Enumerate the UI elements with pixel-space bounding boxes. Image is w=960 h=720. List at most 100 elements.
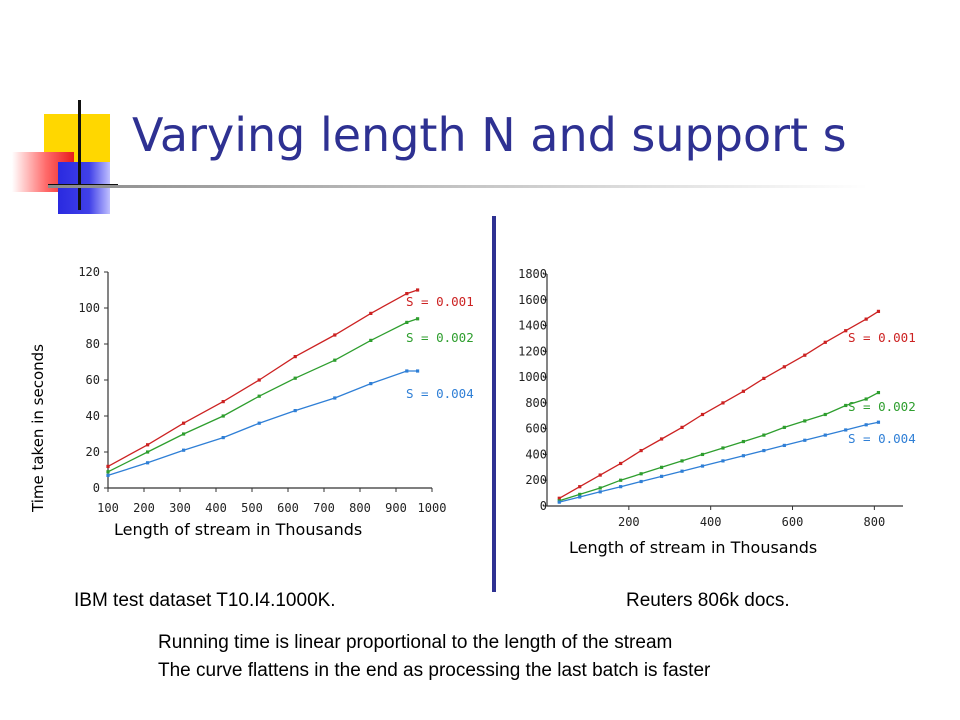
data-point xyxy=(106,473,110,477)
data-point xyxy=(369,311,373,315)
y-tick-label: 0 xyxy=(540,499,547,513)
data-point xyxy=(405,369,409,373)
data-point xyxy=(721,459,725,463)
data-point xyxy=(182,448,186,452)
y-tick-label: 0 xyxy=(93,481,100,495)
data-point xyxy=(741,454,746,458)
note-line-2: The curve flattens in the end as process… xyxy=(158,660,711,681)
data-point xyxy=(182,432,186,436)
vertical-divider xyxy=(492,216,496,592)
data-point xyxy=(257,394,261,398)
data-point xyxy=(619,478,623,482)
data-point xyxy=(369,382,373,386)
series-line xyxy=(559,421,879,503)
data-point xyxy=(741,439,746,444)
x-tick-label: 400 xyxy=(700,515,722,529)
series-line xyxy=(107,370,418,477)
data-point xyxy=(333,358,337,362)
data-point xyxy=(762,448,766,453)
series-label: S = 0.002 xyxy=(406,330,474,345)
data-point xyxy=(803,419,807,423)
series-line xyxy=(107,289,418,467)
data-point xyxy=(803,353,807,357)
chart-reuters: 0 200 400 600 800 1000 1200 1400 1600 1800 200 400 6… xyxy=(518,267,916,529)
data-point xyxy=(405,292,409,296)
data-point xyxy=(659,465,664,469)
series-line xyxy=(559,392,879,502)
left-caption: IBM test dataset T10.I4.1000K. xyxy=(74,590,336,611)
data-point xyxy=(782,365,786,369)
right-caption: Reuters 806k docs. xyxy=(626,590,790,611)
x-tick-label: 200 xyxy=(133,501,155,515)
logo-vertical-line xyxy=(78,100,81,210)
data-point xyxy=(721,401,725,405)
data-point xyxy=(598,490,602,494)
series-line xyxy=(558,310,879,499)
data-point xyxy=(639,472,643,476)
y-tick-label: 1200 xyxy=(518,344,547,358)
y-axis-label-left: Time taken in seconds xyxy=(29,344,47,512)
x-tick-label: 100 xyxy=(97,501,119,515)
series-label: S = 0.004 xyxy=(848,431,916,446)
data-point xyxy=(844,329,848,333)
y-tick-label: 1800 xyxy=(518,267,547,281)
data-point xyxy=(659,474,664,478)
data-point xyxy=(823,412,827,417)
data-point xyxy=(680,459,684,463)
data-point xyxy=(416,317,420,321)
data-point xyxy=(293,376,297,380)
x-tick-label: 900 xyxy=(385,501,407,515)
data-point xyxy=(333,333,337,337)
y-tick-label: 400 xyxy=(525,447,547,461)
data-point xyxy=(182,421,186,425)
data-point xyxy=(823,433,827,437)
y-tick-label: 1000 xyxy=(518,370,547,384)
data-point xyxy=(659,437,664,441)
series-label: S = 0.001 xyxy=(406,294,474,309)
data-point xyxy=(700,412,705,417)
data-point xyxy=(619,461,623,466)
x-tick-label: 200 xyxy=(618,515,640,529)
series-label: S = 0.004 xyxy=(406,386,474,401)
y-tick-label: 800 xyxy=(525,396,547,410)
data-point xyxy=(782,443,786,448)
data-point xyxy=(598,473,602,477)
data-point xyxy=(844,403,848,408)
data-point xyxy=(823,340,827,344)
y-tick-label: 1400 xyxy=(518,319,547,333)
title-rule xyxy=(48,185,868,188)
data-point xyxy=(700,452,705,457)
slide-title: Varying length N and support s xyxy=(132,108,847,162)
data-point xyxy=(864,423,868,427)
data-point xyxy=(876,309,881,313)
data-point xyxy=(741,389,746,393)
x-tick-label: 800 xyxy=(864,515,886,529)
data-point xyxy=(557,496,561,500)
data-point xyxy=(146,461,150,465)
data-point xyxy=(762,433,766,437)
y-tick-label: 120 xyxy=(78,265,100,279)
x-tick-label: 800 xyxy=(349,501,371,515)
data-point xyxy=(864,317,868,321)
data-point xyxy=(639,448,643,453)
data-point xyxy=(876,420,881,424)
data-point xyxy=(369,338,373,342)
x-tick-label: 400 xyxy=(205,501,227,515)
data-point xyxy=(578,495,582,499)
y-tick-label: 200 xyxy=(525,473,547,487)
note-line-1: Running time is linear proportional to t… xyxy=(158,632,673,653)
series-label: S = 0.002 xyxy=(848,399,916,414)
y-tick-label: 20 xyxy=(86,445,100,459)
y-tick-label: 100 xyxy=(78,301,100,315)
data-point xyxy=(416,369,420,373)
y-tick-label: 60 xyxy=(86,373,100,387)
y-tick-label: 600 xyxy=(525,422,547,436)
y-tick-label: 40 xyxy=(86,409,100,423)
x-tick-label: 700 xyxy=(313,501,335,515)
x-tick-label: 1000 xyxy=(418,501,447,515)
data-point xyxy=(578,492,582,496)
data-point xyxy=(146,443,150,447)
data-point xyxy=(146,450,150,454)
x-tick-label: 500 xyxy=(241,501,263,515)
data-point xyxy=(721,446,725,450)
